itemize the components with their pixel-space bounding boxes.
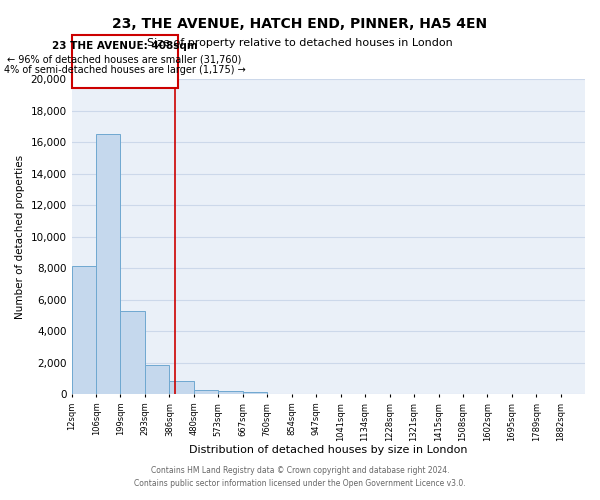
Bar	[121, 310, 145, 394]
Y-axis label: Number of detached properties: Number of detached properties	[15, 154, 25, 318]
Text: ← 96% of detached houses are smaller (31,760): ← 96% of detached houses are smaller (31…	[7, 54, 242, 64]
Bar	[243, 392, 267, 394]
Text: Contains HM Land Registry data © Crown copyright and database right 2024.
Contai: Contains HM Land Registry data © Crown c…	[134, 466, 466, 487]
X-axis label: Distribution of detached houses by size in London: Distribution of detached houses by size …	[189, 445, 467, 455]
Bar	[96, 134, 121, 394]
Text: 4% of semi-detached houses are larger (1,175) →: 4% of semi-detached houses are larger (1…	[4, 65, 245, 75]
Bar	[169, 382, 194, 394]
Text: Size of property relative to detached houses in London: Size of property relative to detached ho…	[147, 38, 453, 48]
Bar	[194, 390, 218, 394]
Bar	[145, 365, 169, 394]
Text: 23, THE AVENUE, HATCH END, PINNER, HA5 4EN: 23, THE AVENUE, HATCH END, PINNER, HA5 4…	[112, 18, 488, 32]
Text: 23 THE AVENUE: 408sqm: 23 THE AVENUE: 408sqm	[52, 41, 197, 51]
Bar	[218, 391, 242, 394]
Bar	[71, 266, 96, 394]
FancyBboxPatch shape	[71, 35, 178, 88]
